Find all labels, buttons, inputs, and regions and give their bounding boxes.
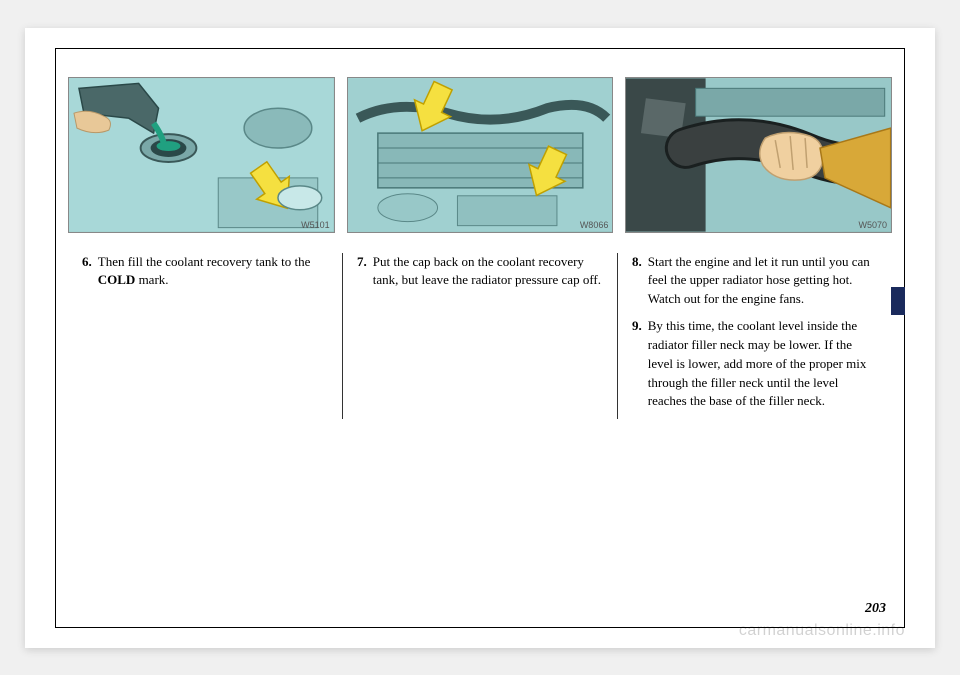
illustration-hose-check: W5070 — [625, 77, 892, 233]
step-number: 9. — [632, 317, 642, 411]
text-column-3: 8. Start the engine and let it run until… — [618, 253, 892, 420]
step-body: Then fill the coolant recovery tank to t… — [98, 253, 328, 291]
step-text-post: mark. — [135, 272, 168, 287]
text-row: 6. Then fill the coolant recovery tank t… — [56, 241, 904, 420]
step-text-pre: Then fill the coolant recovery tank to t… — [98, 254, 311, 269]
image-label-2: W8066 — [580, 220, 609, 230]
page-container: W5101 — [25, 28, 935, 648]
step-text-bold: COLD — [98, 272, 136, 287]
step-8: 8. Start the engine and let it run until… — [632, 253, 878, 310]
image-label-3: W5070 — [858, 220, 887, 230]
page-number: 203 — [865, 601, 886, 617]
watermark: carmanualsonline.info — [739, 622, 905, 640]
step-number: 8. — [632, 253, 642, 310]
step-6: 6. Then fill the coolant recovery tank t… — [82, 253, 328, 291]
step-7: 7. Put the cap back on the coolant recov… — [357, 253, 603, 291]
image-label-1: W5101 — [301, 220, 330, 230]
step-body: Start the engine and let it run until yo… — [648, 253, 878, 310]
step-number: 7. — [357, 253, 367, 291]
page-frame: W5101 — [55, 48, 905, 628]
text-column-2: 7. Put the cap back on the coolant recov… — [342, 253, 618, 420]
images-row: W5101 — [56, 49, 904, 241]
text-column-1: 6. Then fill the coolant recovery tank t… — [68, 253, 342, 420]
illustration-cap-back: W8066 — [347, 77, 614, 233]
step-9: 9. By this time, the coolant level insid… — [632, 317, 878, 411]
step-body: By this time, the coolant level inside t… — [648, 317, 878, 411]
illustration-fill-tank: W5101 — [68, 77, 335, 233]
step-body: Put the cap back on the coolant recovery… — [373, 253, 603, 291]
step-number: 6. — [82, 253, 92, 291]
section-tab — [891, 287, 905, 315]
